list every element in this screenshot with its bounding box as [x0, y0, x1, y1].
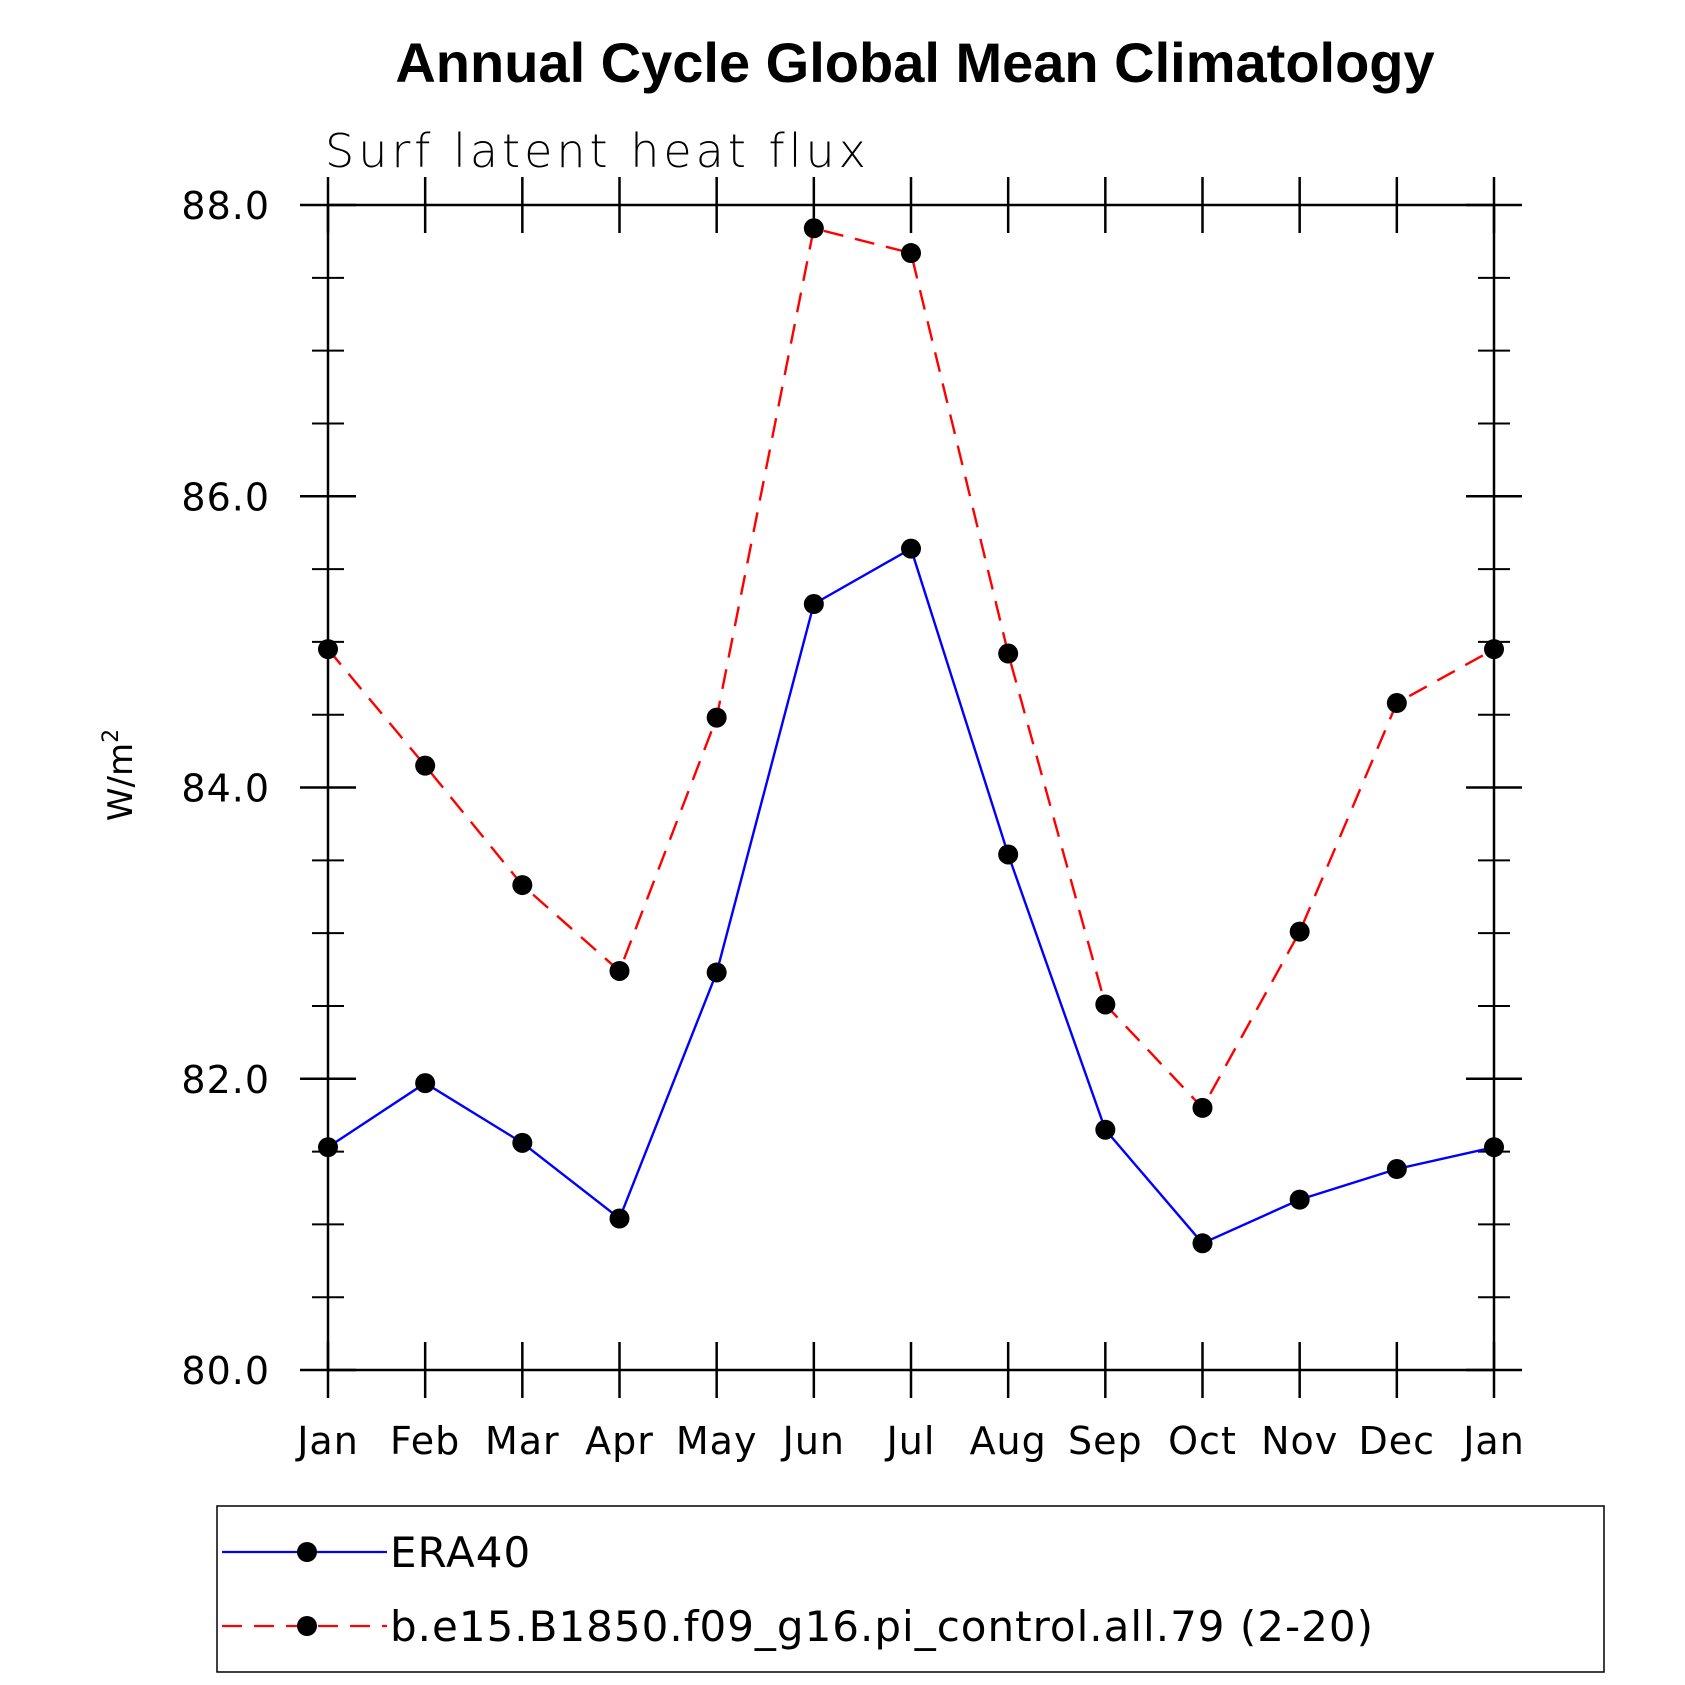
- legend-label-era40: ERA40: [390, 1528, 531, 1577]
- legend-marker-era40: [297, 1542, 317, 1562]
- x-tick-label: Apr: [585, 1419, 654, 1463]
- series-line-1: [327, 226, 1495, 1110]
- y-axis-tick-labels: 80.0 82.0 84.0 86.0 88.0: [181, 184, 270, 1393]
- y-tick-label: 82.0: [181, 1058, 270, 1102]
- series-1-point: [1095, 994, 1116, 1015]
- y-axis-label-superscript: 2: [99, 729, 124, 743]
- y-axis-label-text: W/m: [101, 743, 141, 821]
- series-layer: [318, 218, 1504, 1254]
- x-tick-label: Sep: [1068, 1419, 1143, 1463]
- series-1-point: [1386, 693, 1407, 714]
- series-0-point: [1386, 1159, 1407, 1180]
- x-tick-label: Aug: [970, 1419, 1047, 1463]
- series-1-point: [1192, 1097, 1213, 1118]
- y-tick-label: 84.0: [181, 767, 270, 811]
- axis-ticks: [300, 177, 1522, 1398]
- series-0-point: [706, 962, 727, 983]
- series-1-point: [609, 960, 630, 981]
- series-1-point: [706, 707, 727, 728]
- series-0-point: [609, 1208, 630, 1229]
- x-tick-label: Jan: [295, 1419, 359, 1463]
- legend-marker-model: [297, 1616, 317, 1636]
- x-tick-label: Nov: [1261, 1419, 1338, 1463]
- x-tick-label: Feb: [390, 1419, 460, 1463]
- y-tick-label: 86.0: [181, 475, 270, 519]
- y-tick-label: 80.0: [181, 1349, 270, 1393]
- y-tick-label: 88.0: [181, 184, 270, 228]
- series-1-point: [1484, 639, 1504, 660]
- series-1-point: [415, 755, 436, 776]
- legend: ERA40 b.e15.B1850.f09_g16.pi_control.all…: [216, 1505, 1605, 1673]
- series-1-point: [998, 643, 1019, 664]
- series-0-point: [512, 1132, 533, 1153]
- x-tick-label: Jun: [781, 1419, 845, 1463]
- series-1-point: [318, 639, 338, 660]
- series-0-point: [803, 594, 824, 615]
- series-0-point: [901, 538, 921, 559]
- plot-frame: [326, 203, 1496, 1372]
- x-tick-label: May: [676, 1419, 758, 1463]
- x-tick-label: Oct: [1168, 1419, 1237, 1463]
- series-0-point: [998, 844, 1019, 865]
- svg-text:W/m2: W/m2: [99, 729, 141, 821]
- x-tick-label: Dec: [1359, 1419, 1436, 1463]
- series-1-point: [901, 243, 921, 264]
- series-0-point: [415, 1073, 436, 1094]
- series-0-point: [1484, 1137, 1504, 1158]
- x-axis-tick-labels: Jan Feb Mar Apr May Jun Jul Aug Sep Oct Nov Dec Jan: [295, 1419, 1525, 1463]
- series-1-point: [803, 218, 824, 239]
- series-line-0: [327, 546, 1495, 1245]
- series-1-point: [1289, 921, 1310, 942]
- chart-title: Annual Cycle Global Mean Climatology: [395, 31, 1434, 94]
- legend-label-model: b.e15.B1850.f09_g16.pi_control.all.79 (2…: [390, 1602, 1374, 1651]
- y-axis-label: W/m2: [99, 729, 141, 821]
- series-0-point: [318, 1137, 338, 1158]
- series-0-point: [1289, 1189, 1310, 1210]
- series-0-point: [1095, 1119, 1116, 1140]
- chart-subtitle: Surf latent heat flux: [325, 124, 870, 178]
- x-tick-label: Jan: [1461, 1419, 1525, 1463]
- legend-box: [216, 1505, 1605, 1673]
- series-0-point: [1192, 1233, 1213, 1254]
- x-tick-label: Jul: [885, 1419, 936, 1463]
- x-tick-label: Mar: [485, 1419, 560, 1463]
- series-1-point: [512, 875, 533, 896]
